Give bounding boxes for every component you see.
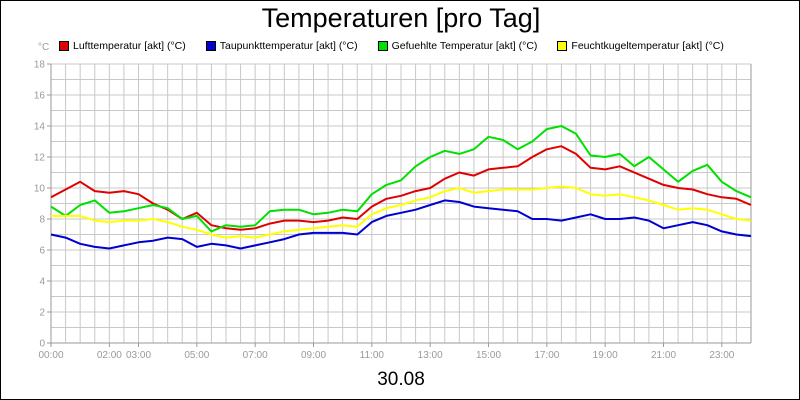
x-tick-label: 17:00: [534, 350, 559, 361]
x-tick-label: 00:00: [38, 350, 63, 361]
x-tick-label: 19:00: [593, 350, 618, 361]
y-tick-label: 8: [39, 215, 45, 226]
legend-swatch-feuchtkugeltemperatur: [557, 41, 568, 51]
x-tick-label: 05:00: [184, 350, 209, 361]
y-tick-label: 18: [34, 60, 46, 71]
y-tick-label: 2: [39, 308, 45, 319]
x-tick-label: 15:00: [476, 350, 501, 361]
legend-swatch-lufttemperatur: [59, 41, 69, 51]
series-line-gefuehlte-temperatur: [50, 125, 752, 233]
x-tick-label: 07:00: [243, 350, 268, 361]
legend-label-taupunkttemperatur: Taupunkttemperatur [akt] (°C): [219, 40, 358, 52]
series-line-feuchtkugeltemperatur: [51, 185, 752, 239]
y-tick-label: 14: [34, 122, 46, 133]
series-line-lufttemperatur: [50, 145, 752, 231]
y-tick-label: 0: [39, 339, 45, 350]
x-axis-date-label: 30.08: [377, 369, 425, 390]
y-tick-label: 6: [39, 246, 45, 257]
x-tick-label: 02:00: [97, 350, 122, 361]
chart-title: Temperaturen [pro Tag]: [261, 3, 541, 33]
x-tick-label: 11:00: [360, 350, 385, 361]
legend-item-taupunkttemperatur: Taupunkttemperatur [akt] (°C): [205, 39, 358, 53]
legend-item-gefuehlte-temperatur: Gefuehlte Temperatur [akt] (°C): [377, 39, 538, 53]
legend-label-gefuehlte-temperatur: Gefuehlte Temperatur [akt] (°C): [391, 40, 538, 52]
x-tick-label: 09:00: [301, 350, 326, 361]
legend-swatch-gefuehlte-temperatur: [377, 41, 388, 51]
x-tick-label: 03:00: [126, 350, 151, 361]
x-tick-label: 23:00: [709, 350, 734, 361]
y-unit-label: °C: [38, 42, 50, 53]
chart-legend: Lufttemperatur [akt] (°C) Taupunkttemper…: [59, 39, 744, 53]
legend-label-lufttemperatur: Lufttemperatur [akt] (°C): [73, 40, 186, 52]
y-tick-label: 4: [39, 277, 45, 288]
legend-item-feuchtkugeltemperatur: Feuchtkugeltemperatur [akt] (°C): [557, 39, 724, 53]
legend-item-lufttemperatur: Lufttemperatur [akt] (°C): [59, 39, 186, 53]
legend-label-feuchtkugeltemperatur: Feuchtkugeltemperatur [akt] (°C): [571, 40, 724, 52]
x-tick-label: 21:00: [651, 350, 676, 361]
y-tick-label: 10: [34, 184, 46, 195]
y-tick-label: 12: [34, 153, 46, 164]
x-tick-label: 13:00: [418, 350, 443, 361]
legend-swatch-taupunkttemperatur: [205, 41, 216, 51]
series-line-taupunkttemperatur: [50, 199, 752, 250]
y-tick-label: 16: [34, 91, 46, 102]
